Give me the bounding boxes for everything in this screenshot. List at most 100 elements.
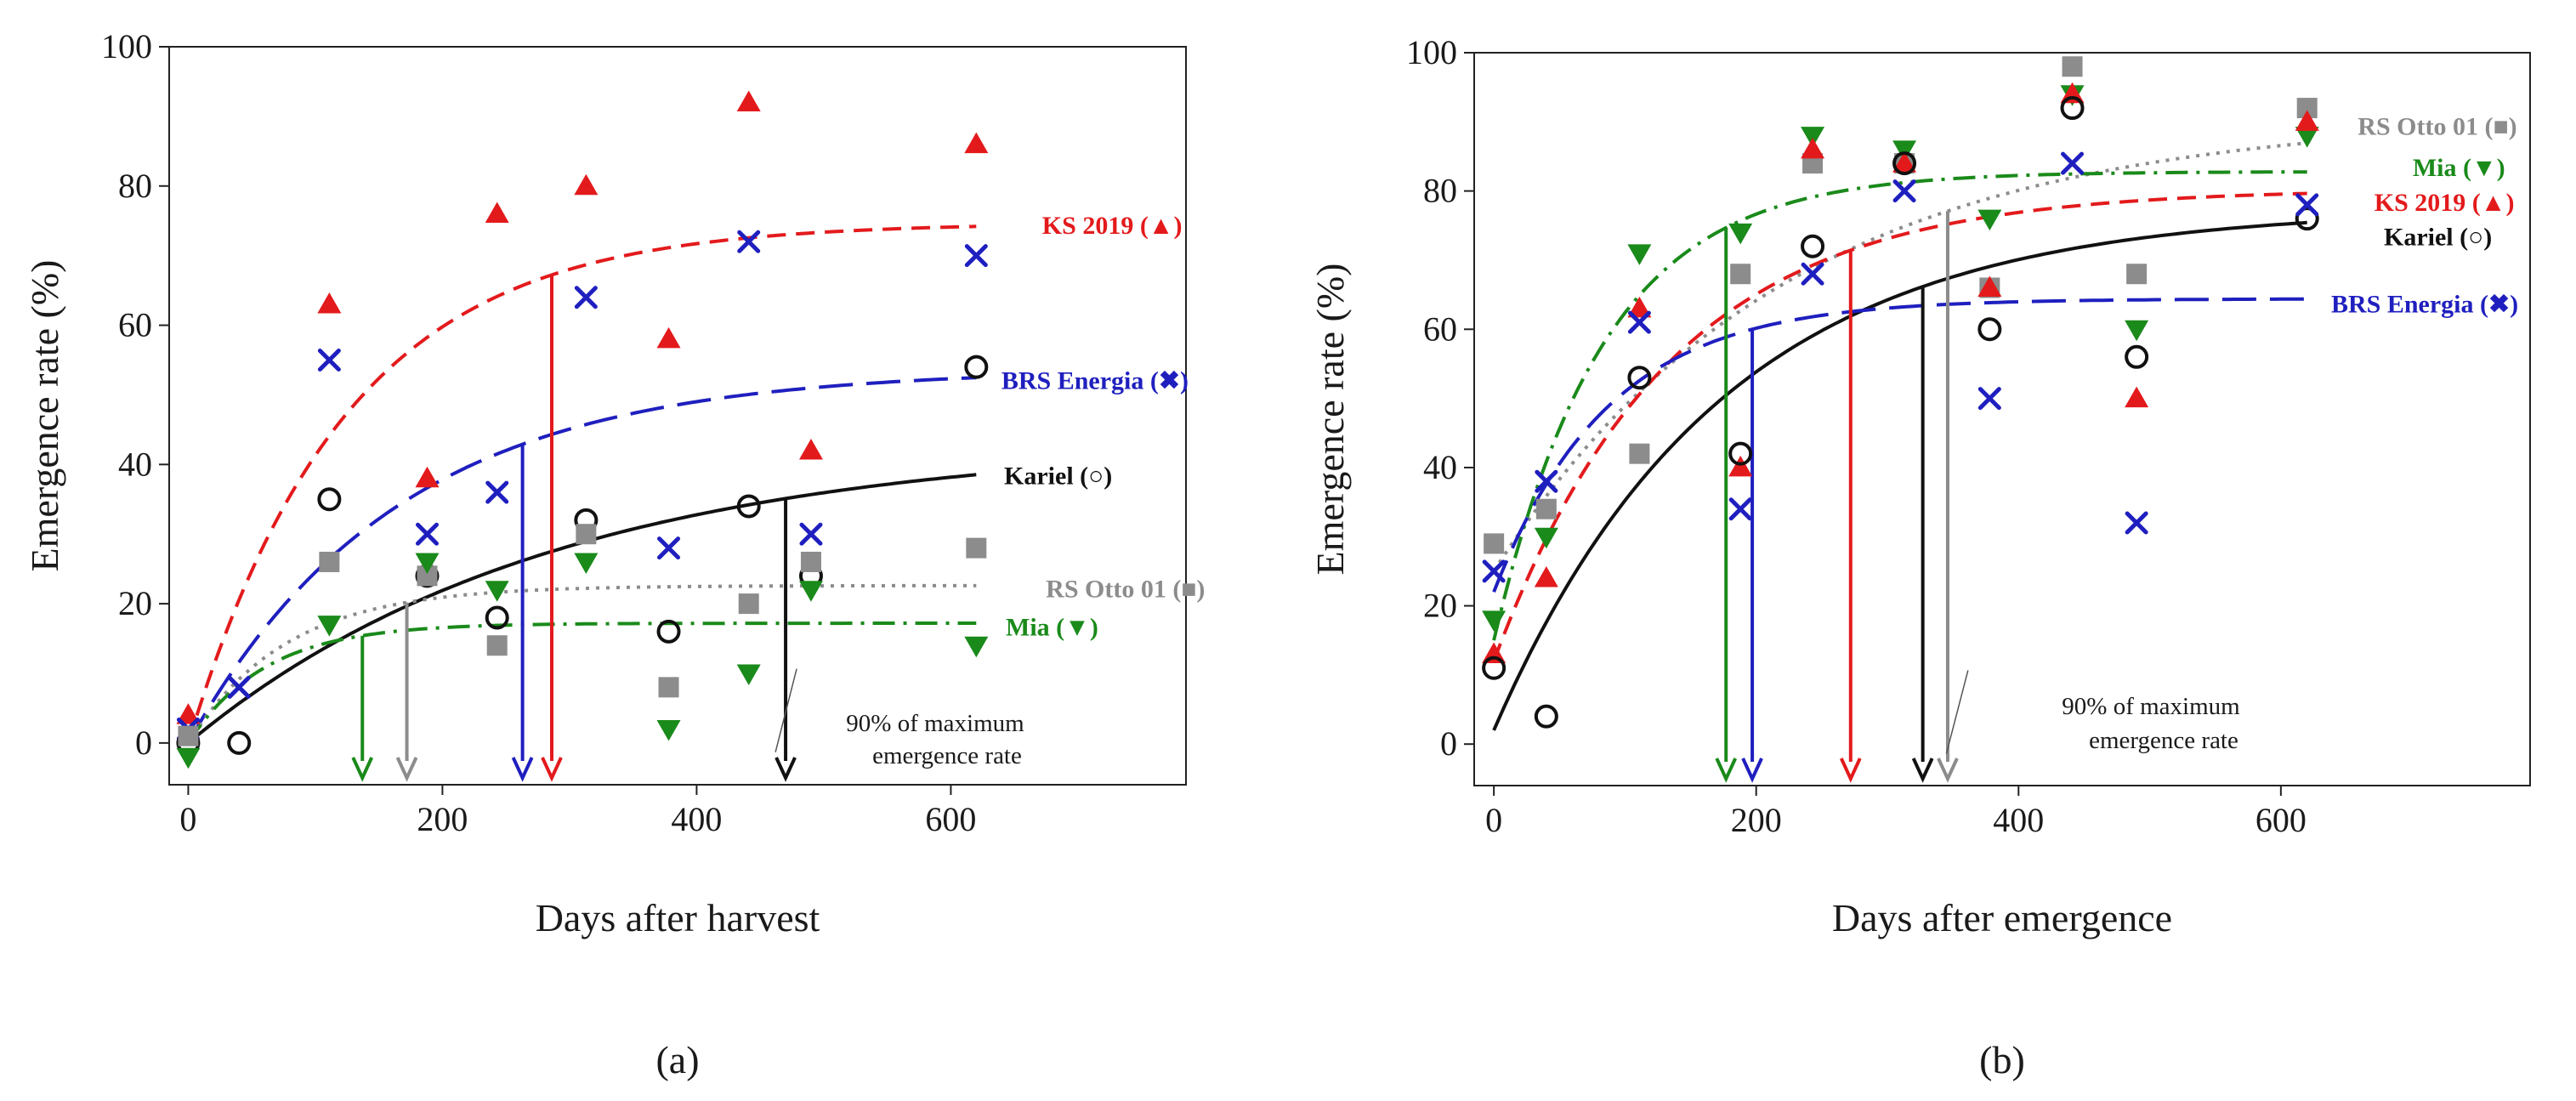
panel-a-point-rs-otto-01 [319, 551, 340, 572]
panel-a-x-tick-label: 400 [671, 800, 722, 838]
panel-a-label: (a) [655, 1038, 699, 1081]
panel-b-point-kariel [2295, 207, 2319, 231]
panel-b-point-kariel [1482, 655, 1506, 680]
panel-b-curve-rs-otto-01 [1492, 141, 2307, 572]
panel-b-point-mia [1482, 610, 1506, 632]
panel-b-label: (b) [1979, 1038, 2025, 1081]
panel-b-point-rs-otto-01 [1629, 443, 1650, 464]
panel-b-fitted-curves [1492, 141, 2307, 731]
panel-b-point-rs-otto-01 [1730, 264, 1751, 285]
panel-a-point-brs-energia [574, 286, 598, 309]
panel-b-point-mia [1977, 209, 2002, 231]
panel-b-point-rs-otto-01 [1484, 533, 1505, 554]
panel-b-point-brs-energia [1482, 559, 1506, 583]
panel-b-curve-mia [1492, 170, 2307, 641]
panel-b-y-tick-label: 80 [1423, 172, 1457, 210]
panel-b-point-brs-energia [2295, 193, 2319, 217]
panel-b-point-ks-2019 [1534, 566, 1558, 587]
panel-b-arrow-head-kariel [1911, 758, 1934, 783]
panel-a-point-ks-2019 [736, 90, 761, 112]
panel-a-point-brs-energia [737, 230, 761, 253]
panel-b-y-axis-title: Emergence rate (%) [1308, 264, 1352, 576]
panel-a-label-kariel: Kariel (○) [1004, 463, 1112, 491]
panel-a-x-tick-label: 200 [417, 800, 468, 838]
panel-a-point-mia [798, 581, 823, 602]
panel-b-point-mia [2125, 320, 2149, 342]
panel-a-point-mia [964, 636, 989, 658]
panel-a-point-brs-energia [964, 244, 988, 268]
panel-a-y-tick-label: 0 [135, 724, 152, 762]
panel-a-point-brs-energia [227, 675, 251, 699]
panel-b-point-brs-energia [1627, 310, 1651, 334]
panel-b-x-tick-label: 400 [1993, 801, 2044, 839]
panel-b-x-tick-label: 600 [2255, 801, 2306, 839]
panel-a-x-axis-title: Days after harvest [536, 896, 820, 939]
panel-b-annotation-line-1: 90% of maximum [2062, 693, 2240, 720]
panel-b-y-axis: 0 20 40 60 80 100 [1406, 33, 1474, 763]
panel-a-point-kariel [485, 605, 509, 630]
panel-b-point-brs-energia [1728, 497, 1752, 521]
panel-b-point-brs-energia [1977, 387, 2001, 411]
panel-b-point-kariel [1627, 366, 1652, 390]
panel-a-y-tick-label: 20 [118, 584, 152, 622]
panel-b-point-kariel [1801, 234, 1825, 258]
panel-a-point-kariel [736, 494, 761, 519]
panel-b-point-ks-2019 [1977, 275, 2002, 297]
panel-a-point-kariel [227, 730, 252, 755]
panel-b-x-tick-label: 0 [1485, 801, 1502, 839]
panel-a-arrow-head-mia [351, 757, 374, 782]
panel-b-point-ks-2019 [1728, 455, 1753, 477]
panel-b-y-tick-label: 40 [1423, 448, 1457, 486]
panel-b-point-kariel [1892, 151, 1917, 176]
panel-b-point-mia [1728, 223, 1753, 245]
panel-b-annotation: 90% of maximum emergence rate [1945, 670, 2240, 754]
panel-a-y-tick-label: 40 [118, 445, 152, 483]
panel-b-point-mia [1801, 127, 1825, 148]
panel-b-y-tick-label: 0 [1440, 724, 1457, 763]
panel-b-point-kariel [1728, 441, 1753, 466]
panel-b-curve-kariel [1492, 220, 2307, 731]
panel-a-point-ks-2019 [656, 326, 681, 349]
panel-a-point-rs-otto-01 [178, 725, 199, 746]
panel-a-annotation: 90% of maximum emergence rate [775, 668, 1024, 769]
panel-a-point-brs-energia [485, 480, 509, 504]
panel-a-y-tick-label: 80 [118, 167, 152, 205]
panel-a-y-axis-title: Emergence rate (%) [23, 260, 66, 572]
panel-b-arrow-head-mia [1715, 758, 1738, 783]
panel-b-annotation-leader [1945, 670, 1969, 754]
panel-b-point-kariel [2125, 344, 2149, 369]
panel-a-point-rs-otto-01 [576, 524, 597, 545]
panel-a-point-ks-2019 [485, 201, 509, 224]
panel-b-point-ks-2019 [2125, 386, 2149, 408]
panel-a-point-ks-2019 [964, 132, 989, 154]
panel-b-arrow-head-rs-otto-01 [1937, 758, 1959, 783]
panel-a-label-ks-2019: KS 2019 (▲) [1042, 212, 1183, 240]
panel-a-arrow-head-rs-otto-01 [395, 757, 418, 782]
panel-a-point-rs-otto-01 [658, 677, 679, 698]
panel-b-arrow-head-ks-2019 [1839, 758, 1862, 783]
panel-a-y-axis: 0 20 40 60 80 100 [101, 27, 169, 762]
panel-a-point-brs-energia [799, 522, 823, 546]
panel-b-curve-ks-2019 [1492, 191, 2307, 662]
panel-a-point-ks-2019 [317, 292, 342, 314]
panel-b-x-axis: 0 200 400 600 [1485, 786, 2306, 839]
panel-a-arrow-head-brs-energia [511, 757, 534, 782]
panel-a-point-rs-otto-01 [738, 593, 759, 615]
panel-b-point-kariel [2060, 96, 2085, 121]
panel-a-data-points [176, 90, 989, 769]
panel-a-point-mia [317, 616, 342, 637]
panel-a-label-brs-energia: BRS Energia (✖) [1001, 366, 1189, 394]
panel-b-point-ks-2019 [2295, 110, 2319, 131]
panel-b-point-brs-energia [2061, 151, 2085, 175]
panel-a-y-tick-label: 60 [118, 306, 152, 344]
panel-b-point-mia [1892, 140, 1917, 162]
panel-a-label-rs-otto-01: RS Otto 01 (■) [1046, 575, 1205, 603]
panel-a-point-rs-otto-01 [966, 537, 987, 559]
panel-a-point-ks-2019 [798, 438, 823, 460]
panel-b-point-mia [1627, 244, 1652, 265]
panel-b-point-mia [1534, 527, 1558, 549]
panel-b-point-brs-energia [1801, 262, 1824, 286]
panel-b-point-kariel [1534, 704, 1558, 729]
panel-a-curve-labels: KS 2019 (▲) BRS Energia (✖) Kariel (○) RS O… [1001, 212, 1206, 641]
